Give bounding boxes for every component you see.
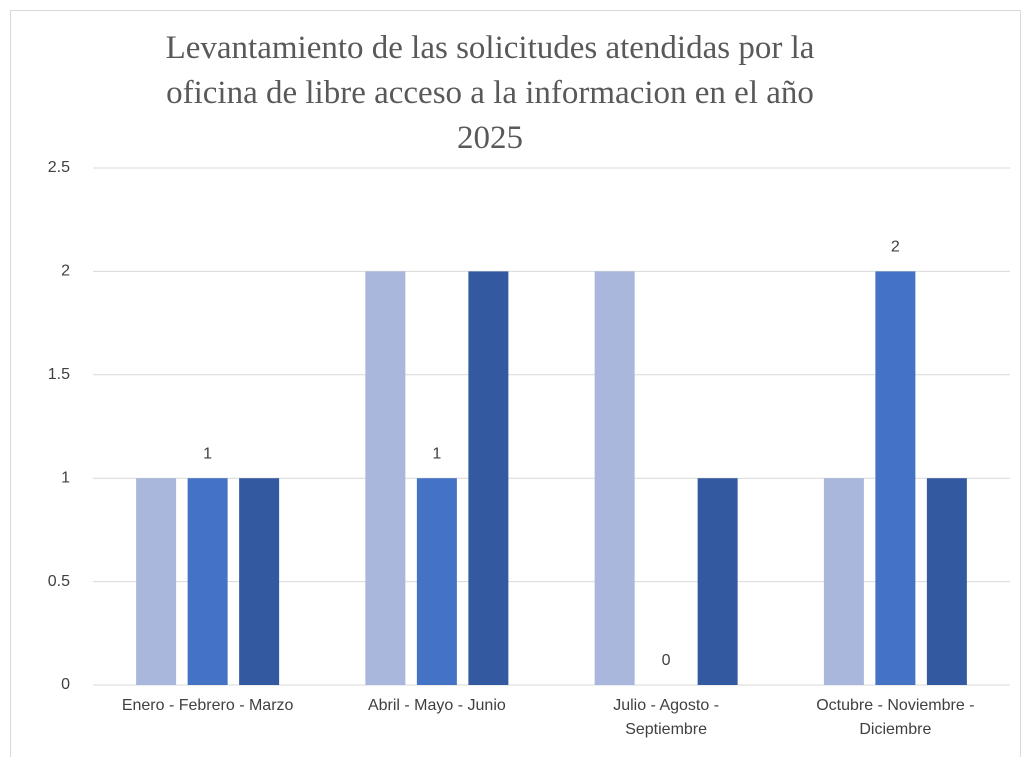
bar bbox=[823, 478, 864, 685]
x-tick-label: Octubre - Noviembre - Diciembre bbox=[816, 697, 975, 738]
x-tick-label: Abril - Mayo - Junio bbox=[367, 697, 506, 714]
bar bbox=[365, 271, 406, 685]
bar bbox=[926, 478, 967, 685]
bar bbox=[187, 478, 228, 685]
bar bbox=[136, 478, 177, 685]
y-tick-label: 0 bbox=[61, 676, 70, 693]
data-label: 1 bbox=[203, 445, 212, 462]
data-label: 1 bbox=[432, 445, 441, 462]
chart-title: Levantamiento de las solicitudes atendid… bbox=[165, 30, 815, 156]
chart-border bbox=[10, 10, 1021, 757]
y-tick-label: 2 bbox=[61, 263, 70, 280]
bar bbox=[468, 271, 509, 685]
x-tick-label: Enero - Febrero - Marzo bbox=[121, 697, 294, 714]
x-tick-label: Julio - Agosto - Septiembre bbox=[613, 697, 720, 738]
bar bbox=[416, 478, 457, 685]
bar bbox=[594, 271, 635, 685]
bar bbox=[697, 478, 738, 685]
bar bbox=[875, 271, 916, 685]
data-label: 0 bbox=[662, 652, 671, 669]
y-tick-label: 1.5 bbox=[48, 366, 70, 383]
y-tick-label: 0.5 bbox=[48, 573, 70, 590]
data-label: 2 bbox=[891, 239, 900, 256]
y-tick-label: 1 bbox=[61, 469, 70, 486]
bar bbox=[239, 478, 280, 685]
y-tick-label: 2.5 bbox=[48, 159, 70, 176]
